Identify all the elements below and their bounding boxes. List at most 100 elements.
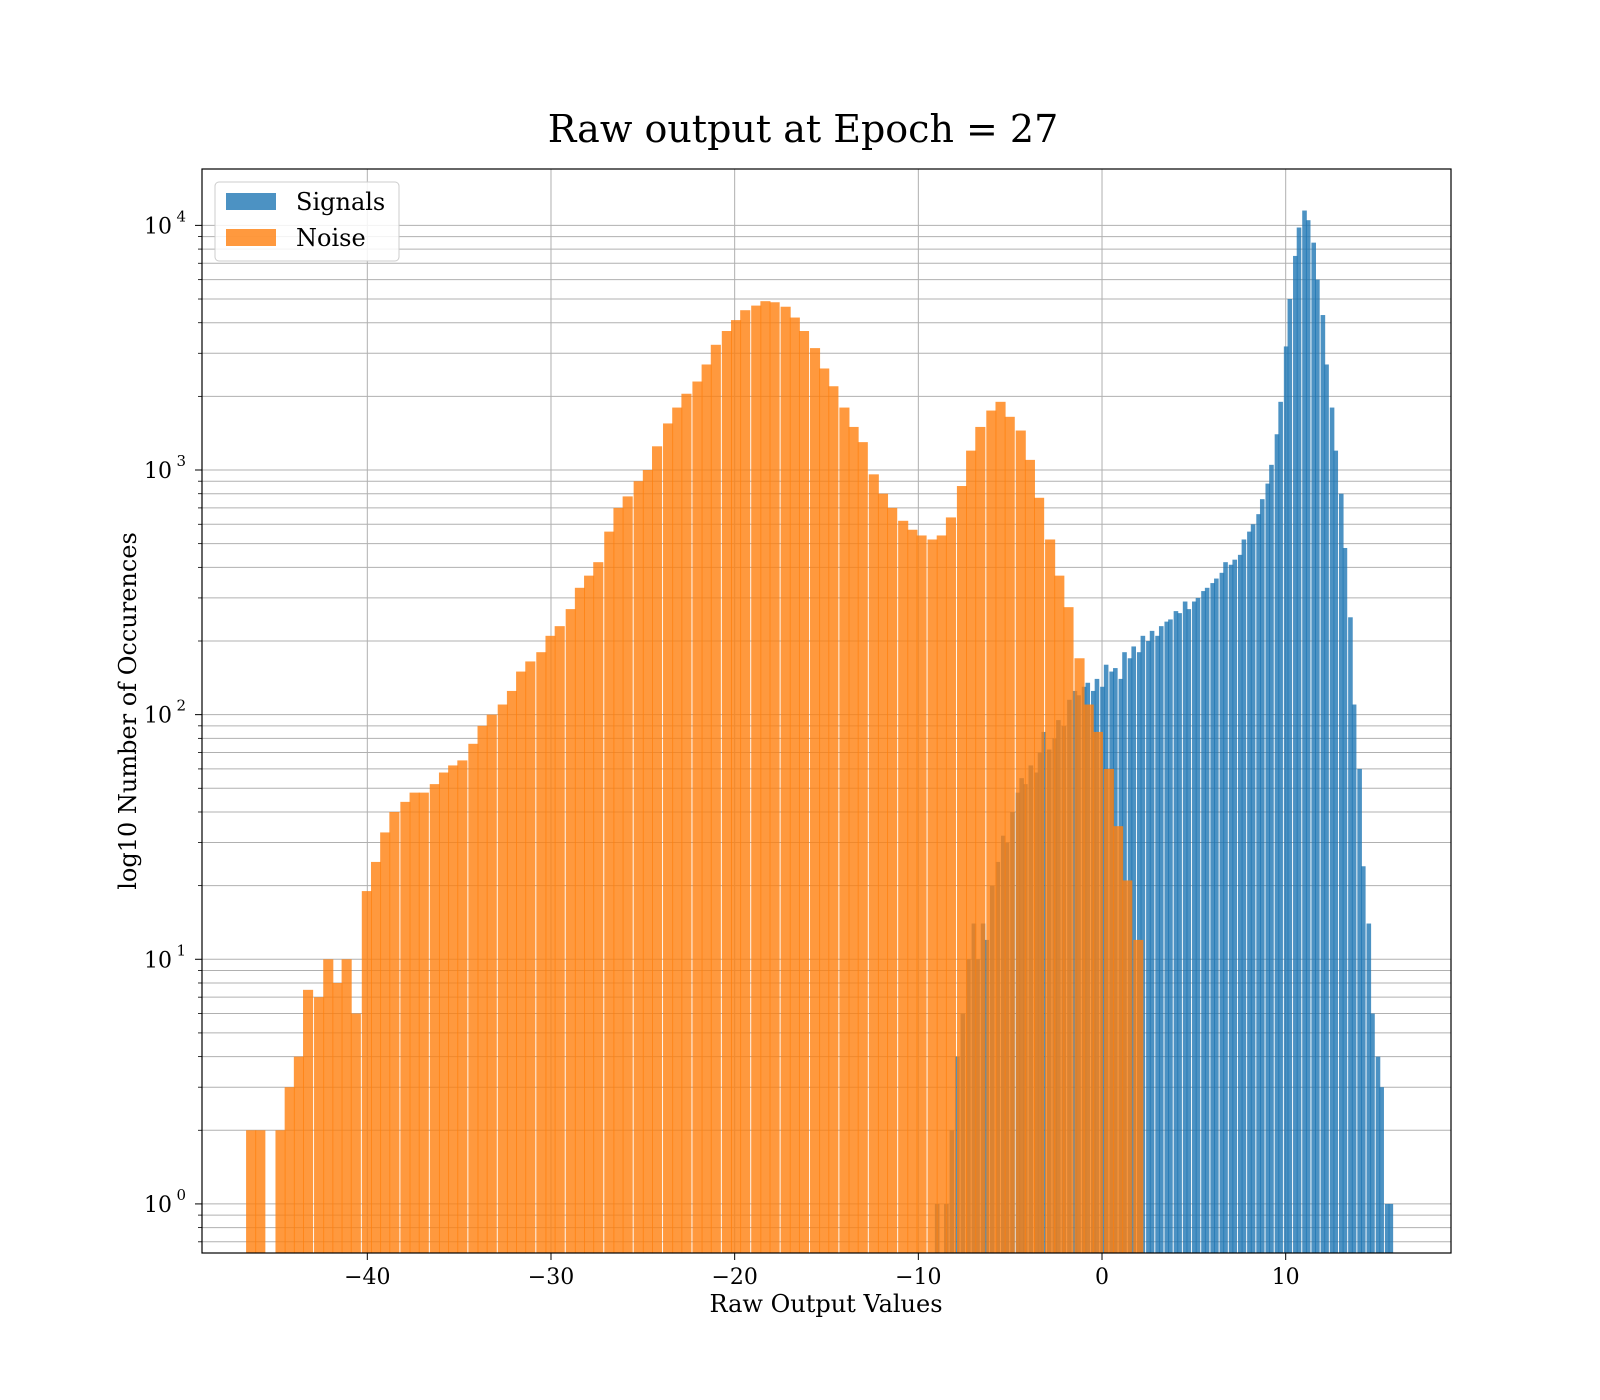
noise-bar bbox=[370, 861, 382, 1253]
x-tick-label: −20 bbox=[711, 1265, 757, 1290]
noise-bar bbox=[1054, 575, 1065, 1253]
noise-bar bbox=[457, 760, 468, 1253]
signals-bar bbox=[1274, 434, 1280, 1253]
y-tick-exponent: 4 bbox=[176, 207, 186, 225]
noise-bar bbox=[975, 426, 986, 1254]
noise-bar bbox=[303, 989, 314, 1253]
noise-bar bbox=[448, 765, 459, 1253]
noise-bar bbox=[663, 423, 674, 1253]
noise-bar bbox=[710, 344, 721, 1253]
x-axis-ticks: −40 −30 −20 −10 0 10 bbox=[344, 1253, 1300, 1290]
noise-bar bbox=[516, 671, 527, 1253]
noise-bar bbox=[701, 364, 712, 1254]
noise-bar bbox=[1004, 416, 1015, 1253]
noise-bars bbox=[246, 301, 1144, 1254]
noise-bar bbox=[769, 302, 780, 1254]
signals-bar bbox=[1195, 597, 1201, 1253]
signals-bar bbox=[1237, 554, 1243, 1253]
noise-bar bbox=[293, 1056, 304, 1253]
noise-bar bbox=[486, 714, 497, 1253]
signals-bar bbox=[1250, 524, 1256, 1253]
y-tick-label: 10 bbox=[144, 704, 172, 729]
noise-bar bbox=[857, 442, 868, 1254]
signals-bar bbox=[1293, 255, 1298, 1253]
noise-bar bbox=[468, 743, 479, 1253]
signals-bar bbox=[1357, 768, 1362, 1253]
noise-bar bbox=[1103, 768, 1114, 1253]
noise-bar bbox=[809, 348, 821, 1254]
signals-bar bbox=[1366, 923, 1372, 1253]
noise-bar bbox=[622, 496, 633, 1253]
noise-bar bbox=[409, 792, 420, 1253]
noise-bar bbox=[525, 661, 536, 1253]
signals-bar bbox=[1379, 1087, 1384, 1253]
noise-bar bbox=[380, 832, 391, 1253]
noise-bar bbox=[887, 507, 898, 1253]
y-axis-label: log10 Number of Occurences bbox=[114, 532, 142, 890]
noise-bar bbox=[275, 1130, 286, 1253]
noise-bar bbox=[907, 529, 918, 1253]
x-tick-label: 10 bbox=[1272, 1265, 1300, 1290]
noise-bar bbox=[350, 1013, 361, 1253]
signals-bar bbox=[1228, 564, 1234, 1253]
noise-bar bbox=[848, 426, 859, 1254]
signals-bar bbox=[1342, 547, 1348, 1253]
signals-bar bbox=[1155, 635, 1160, 1253]
signals-bar bbox=[1360, 866, 1366, 1253]
signals-bar bbox=[1329, 407, 1335, 1253]
noise-bar bbox=[672, 407, 683, 1253]
signals-bar bbox=[1283, 346, 1289, 1253]
noise-bar bbox=[584, 575, 595, 1253]
noise-bar bbox=[986, 410, 997, 1253]
signals-bar bbox=[1223, 562, 1228, 1253]
noise-bar bbox=[760, 301, 771, 1253]
signals-bar bbox=[1269, 464, 1274, 1254]
signals-bar bbox=[1348, 617, 1353, 1253]
signals-bar bbox=[1247, 531, 1252, 1253]
noise-bar bbox=[361, 891, 372, 1253]
noise-bar bbox=[798, 331, 810, 1254]
noise-bar bbox=[545, 635, 556, 1253]
noise-bar bbox=[828, 386, 839, 1253]
noise-bar bbox=[593, 562, 604, 1253]
noise-bar bbox=[1015, 430, 1026, 1254]
noise-bar bbox=[1034, 497, 1045, 1253]
noise-bar bbox=[868, 474, 879, 1253]
y-tick-exponent: 0 bbox=[176, 1186, 186, 1204]
signals-bar bbox=[1315, 279, 1320, 1253]
noise-bar bbox=[1133, 939, 1144, 1253]
noise-bar bbox=[246, 1130, 257, 1253]
legend-swatch-noise bbox=[226, 229, 276, 246]
noise-bar bbox=[1083, 704, 1094, 1253]
noise-bar bbox=[692, 381, 703, 1253]
noise-bar bbox=[780, 306, 791, 1253]
noise-bar bbox=[751, 305, 762, 1253]
y-tick-exponent: 3 bbox=[176, 452, 186, 470]
signals-bar bbox=[1168, 619, 1173, 1253]
noise-bar bbox=[332, 982, 343, 1253]
signals-bar bbox=[1192, 601, 1197, 1253]
signals-bar bbox=[1305, 220, 1311, 1254]
signals-bar bbox=[1146, 641, 1151, 1253]
x-axis-label: Raw Output Values bbox=[709, 1290, 942, 1318]
plot-frame bbox=[201, 168, 1452, 1254]
x-tick-label: −10 bbox=[895, 1265, 941, 1290]
signals-bar bbox=[1219, 572, 1225, 1253]
signals-bar bbox=[1173, 611, 1179, 1253]
signals-bar bbox=[1186, 609, 1192, 1253]
y-tick-label: 10 bbox=[144, 214, 172, 239]
signals-bar bbox=[1302, 210, 1307, 1254]
noise-bar bbox=[652, 446, 663, 1253]
legend: Signals Noise bbox=[214, 181, 400, 262]
signals-bar bbox=[1214, 578, 1219, 1253]
noise-bar bbox=[898, 520, 909, 1253]
noise-bar bbox=[1063, 607, 1074, 1253]
noise-bar bbox=[506, 690, 518, 1253]
signals-bar bbox=[1241, 539, 1247, 1253]
legend-label-noise: Noise bbox=[296, 224, 366, 252]
signals-bar bbox=[1296, 227, 1302, 1253]
signals-bar bbox=[1324, 364, 1329, 1254]
signals-bar bbox=[1210, 583, 1215, 1253]
x-tick-label: −40 bbox=[344, 1265, 390, 1290]
